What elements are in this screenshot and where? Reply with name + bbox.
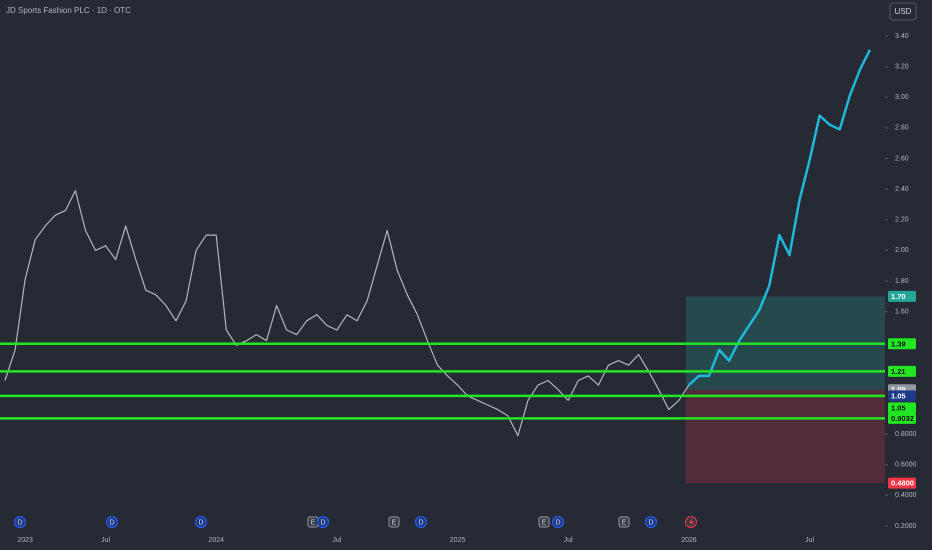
x-tick-label: 2025	[450, 537, 466, 544]
y-tick-label: 1.80	[895, 278, 909, 285]
y-tick-label: 1.60	[895, 308, 909, 315]
price-tag-label: 1.05	[891, 403, 906, 412]
y-tick-label: 3.00	[895, 94, 909, 101]
event-label: D	[109, 519, 114, 526]
y-tick-label: 3.40	[895, 33, 909, 40]
event-label: E	[311, 519, 316, 526]
event-label: D	[320, 519, 325, 526]
y-tick-label: 2.60	[895, 155, 909, 162]
stop-zone	[685, 389, 885, 484]
event-badge	[618, 516, 630, 528]
x-tick-label: 2026	[681, 537, 697, 544]
price-tag	[888, 290, 916, 302]
x-tick-label: Jul	[332, 537, 341, 544]
event-badge	[388, 516, 400, 528]
event-label: D	[418, 519, 423, 526]
price-tag-label: 1.09	[891, 385, 906, 394]
x-tick-label: 2024	[208, 537, 224, 544]
price-tag-label: 0.9032	[891, 414, 914, 423]
x-tick-label: 2023	[17, 537, 33, 544]
event-label: D	[555, 519, 560, 526]
price-tag	[888, 402, 916, 414]
x-tick-label: Jul	[805, 537, 814, 544]
event-label: E	[622, 519, 627, 526]
price-tag-label: 1.39	[891, 339, 906, 348]
y-tick-label: 0.6000	[895, 462, 917, 469]
price-tag	[888, 390, 916, 402]
price-tag-label: 1.05	[891, 391, 906, 400]
price-tag	[888, 338, 916, 350]
chart-title: JD Sports Fashion PLC · 1D · OTC	[6, 6, 131, 15]
event-badge	[538, 516, 550, 528]
y-tick-label: 2.40	[895, 186, 909, 193]
event-icon	[689, 518, 694, 527]
y-tick-label: 0.8000	[895, 431, 917, 438]
y-tick-label: 3.20	[895, 63, 909, 70]
event-badge	[552, 516, 564, 528]
price-tag-label: 0.4800	[891, 479, 914, 488]
event-label: E	[542, 519, 547, 526]
event-label: D	[198, 519, 203, 526]
y-tick-label: 0.4000	[895, 492, 917, 499]
x-tick-label: Jul	[101, 537, 110, 544]
event-badge	[14, 516, 26, 528]
x-tick-label: Jul	[564, 537, 573, 544]
y-tick-label: 2.20	[895, 217, 909, 224]
price-tag	[888, 477, 916, 489]
price-tag-label: 1.70	[891, 292, 906, 301]
series-line	[688, 49, 872, 387]
y-tick-label: 2.80	[895, 125, 909, 132]
currency-label[interactable]: USD	[895, 7, 912, 16]
event-label: D	[648, 519, 653, 526]
event-badge	[106, 516, 118, 528]
event-badge	[195, 516, 207, 528]
y-tick-label: 2.00	[895, 247, 909, 254]
currency-button[interactable]	[889, 2, 917, 21]
event-badge	[645, 516, 657, 528]
y-tick-label: 0.2000	[895, 523, 917, 530]
event-badge	[415, 516, 427, 528]
series-line	[4, 190, 690, 437]
event-label: E	[392, 519, 397, 526]
event-label: D	[17, 519, 22, 526]
price-tag	[888, 365, 916, 377]
price-tag-label: 1.21	[891, 367, 906, 376]
price-tag	[888, 412, 916, 424]
event-badge	[317, 516, 329, 528]
